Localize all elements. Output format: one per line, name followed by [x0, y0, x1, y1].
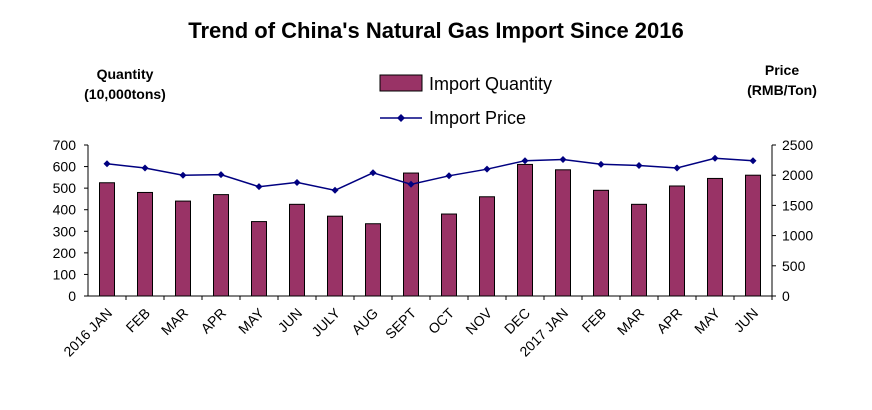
x-tick-label: FEB — [123, 305, 154, 336]
x-tick-label: NOV — [462, 304, 495, 337]
legend-price-marker — [397, 114, 405, 122]
legend-quantity-label: Import Quantity — [429, 74, 552, 94]
price-point — [407, 180, 415, 188]
price-line — [106, 157, 754, 192]
x-tick-label: DEC — [501, 305, 533, 337]
left-axis-label-line2: (10,000tons) — [84, 86, 166, 102]
chart-title: Trend of China's Natural Gas Import Sinc… — [188, 18, 683, 43]
bar-import-quantity — [289, 203, 305, 297]
bar-import-quantity — [441, 213, 457, 297]
x-tick-label: FEB — [579, 305, 610, 336]
price-point — [255, 183, 263, 191]
left-tick-label: 400 — [53, 202, 77, 218]
right-axis-label-line2: (RMB/Ton) — [747, 82, 817, 98]
legend: Import Quantity Import Price — [379, 74, 552, 128]
left-tick-label: 300 — [53, 223, 77, 239]
bar-import-quantity — [403, 172, 419, 297]
left-tick-label: 200 — [53, 245, 77, 261]
bar-import-quantity — [631, 203, 647, 297]
right-tick-label: 0 — [782, 288, 790, 304]
bar-import-quantity — [175, 200, 191, 297]
price-point — [521, 157, 529, 165]
bar-import-quantity — [251, 221, 267, 297]
x-tick-label: OCT — [425, 304, 458, 337]
bar-import-quantity — [327, 215, 343, 297]
price-point — [141, 164, 149, 172]
right-axis-label-line1: Price — [765, 62, 799, 78]
bar-import-quantity — [213, 194, 229, 297]
right-tick-label: 1000 — [782, 228, 813, 244]
right-tick-label: 2500 — [782, 137, 813, 153]
price-point — [293, 178, 301, 186]
left-tick-label: 600 — [53, 159, 77, 175]
bar-import-quantity — [137, 191, 153, 297]
plot-area: 0 100 200 300 400 500 600 700 0 500 1000 1500 2000 25… — [53, 137, 814, 360]
price-point — [483, 165, 491, 173]
price-point — [559, 155, 567, 163]
bar-import-quantity — [99, 182, 115, 297]
x-tick-label: JUN — [731, 305, 762, 336]
price-point — [673, 164, 681, 172]
price-point — [103, 160, 111, 168]
right-tick-label: 2000 — [782, 167, 813, 183]
price-point — [331, 186, 339, 194]
x-tick-label: JULY — [308, 304, 343, 339]
price-point — [217, 171, 225, 179]
x-tick-label: SEPT — [382, 304, 419, 341]
bar-import-quantity — [593, 189, 609, 297]
left-tick-label: 100 — [53, 266, 77, 282]
price-point — [711, 154, 719, 162]
bar-import-quantity — [707, 177, 723, 297]
x-tick-label: APR — [197, 305, 229, 337]
price-point — [749, 157, 757, 165]
right-tick-label: 1500 — [782, 197, 813, 213]
bar-import-quantity — [517, 163, 533, 297]
price-point — [635, 162, 643, 170]
x-tick-label: MAR — [614, 305, 647, 338]
legend-price-label: Import Price — [429, 108, 526, 128]
x-tick-label: 2016 JAN — [60, 305, 115, 360]
left-axis-label-line1: Quantity — [97, 66, 154, 82]
price-point — [369, 169, 377, 177]
x-tick-label: MAR — [158, 305, 191, 338]
bar-import-quantity — [365, 223, 381, 297]
bar-import-quantity — [555, 169, 571, 297]
x-tick-label: MAY — [235, 304, 267, 336]
x-tick-label: AUG — [348, 305, 381, 338]
bar-import-quantity — [479, 196, 495, 297]
right-tick-label: 500 — [782, 258, 806, 274]
x-tick-label: MAY — [691, 304, 723, 336]
x-tick-label: APR — [653, 305, 685, 337]
bar-import-quantity — [669, 185, 685, 297]
left-tick-label: 0 — [68, 288, 76, 304]
x-tick-label: JUN — [275, 305, 306, 336]
price-point — [445, 172, 453, 180]
bar-import-quantity — [745, 174, 761, 297]
price-point — [179, 171, 187, 179]
price-point — [597, 160, 605, 168]
legend-quantity-swatch — [379, 74, 423, 92]
left-tick-label: 500 — [53, 180, 77, 196]
left-tick-label: 700 — [53, 137, 77, 153]
